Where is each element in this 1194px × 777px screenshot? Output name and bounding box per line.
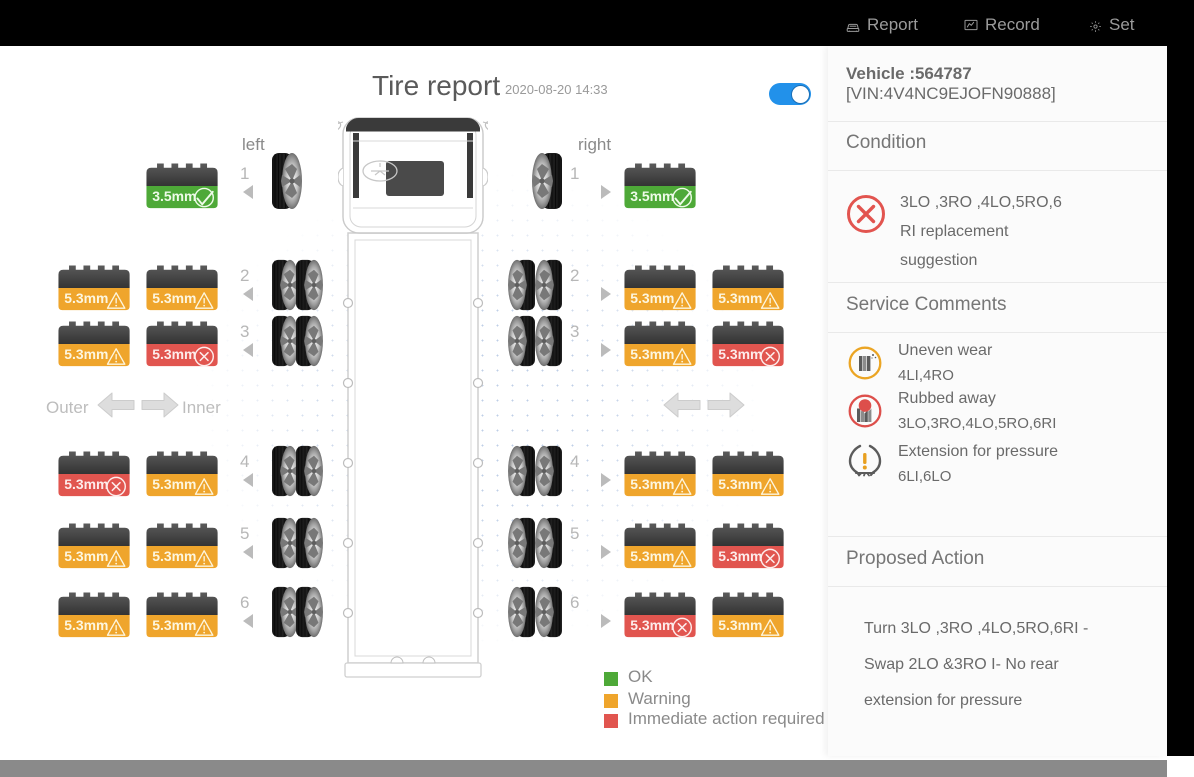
svg-text:5.3mm: 5.3mm [152, 617, 196, 633]
svg-text:5.3mm: 5.3mm [718, 548, 762, 564]
svg-text:5.3mm: 5.3mm [64, 476, 108, 492]
svg-text:5.3mm: 5.3mm [630, 290, 674, 306]
svg-text:5.3mm: 5.3mm [152, 476, 196, 492]
svg-text:5.3mm: 5.3mm [630, 346, 674, 362]
svg-text:5.3mm: 5.3mm [630, 548, 674, 564]
svg-text:5.3mm: 5.3mm [64, 346, 108, 362]
svg-text:5.3mm: 5.3mm [152, 346, 196, 362]
svg-text:3.5mm: 3.5mm [630, 188, 674, 204]
svg-text:5.3mm: 5.3mm [630, 476, 674, 492]
svg-text:5.3mm: 5.3mm [718, 476, 762, 492]
svg-text:5.3mm: 5.3mm [718, 617, 762, 633]
svg-text:3.5mm: 3.5mm [152, 188, 196, 204]
svg-text:5.3mm: 5.3mm [64, 617, 108, 633]
svg-text:5.3mm: 5.3mm [64, 290, 108, 306]
svg-text:5.3mm: 5.3mm [64, 548, 108, 564]
svg-text:5.3mm: 5.3mm [152, 290, 196, 306]
svg-text:5.3mm: 5.3mm [718, 290, 762, 306]
svg-text:5.3mm: 5.3mm [152, 548, 196, 564]
svg-text:5.3mm: 5.3mm [718, 346, 762, 362]
svg-text:5.3mm: 5.3mm [630, 617, 674, 633]
